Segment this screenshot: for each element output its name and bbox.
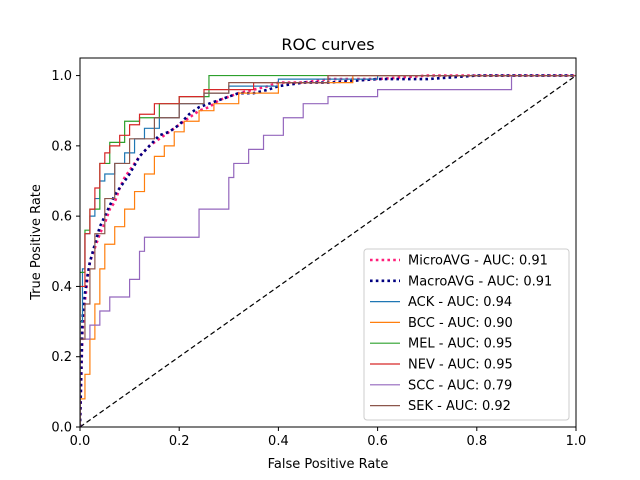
x-tick-label: 1.0 [566,434,587,449]
axes-frame [79,57,577,428]
x-tick-label: 0.0 [70,434,91,449]
x-tick-label: 0.4 [268,434,289,449]
legend-entry-label: SCC - AUC: 0.79 [408,378,512,393]
legend-entry-label: MEL - AUC: 0.95 [408,337,513,352]
y-tick-label: 0.0 [51,421,72,436]
series-line-scc [80,74,576,427]
plot-area: 0.0 0.2 0.4 0.6 0.8 1.0 0.0 0.2 0.4 0.6 0.8 1.0 [51,57,587,449]
y-tick-label: 0.4 [51,280,72,295]
y-tick-label: 1.0 [51,69,72,84]
legend-entry-label: SEK - AUC: 0.92 [408,399,511,414]
x-tick-label: 0.6 [367,434,388,449]
legend-entry-label: MicroAVG - AUC: 0.91 [408,254,548,269]
x-tick-label: 0.2 [169,434,190,449]
legend-box [363,248,570,421]
legend-entry-label: MacroAVG - AUC: 0.91 [408,274,552,289]
y-tick-label: 0.6 [51,210,72,225]
y-tick-label: 0.8 [51,139,72,154]
y-axis-label: True Positive Rate [29,184,44,301]
chance-diagonal-line [80,75,576,427]
y-tick-label: 0.2 [51,350,72,365]
x-axis-label: False Positive Rate [268,457,389,472]
legend-entry-label: ACK - AUC: 0.94 [408,295,512,310]
series-line-sek [80,74,576,427]
series-line-microavg [80,74,576,427]
series-line-nev [80,74,576,427]
legend-entry-label: NEV - AUC: 0.95 [408,358,513,373]
legend-entry-label: BCC - AUC: 0.90 [408,316,513,331]
chart-title: ROC curves [281,35,374,54]
x-tick-label: 0.8 [466,434,487,449]
legend: MicroAVG - AUC: 0.91 MacroAVG - AUC: 0.91… [363,248,570,421]
series-line-bcc [80,74,576,427]
